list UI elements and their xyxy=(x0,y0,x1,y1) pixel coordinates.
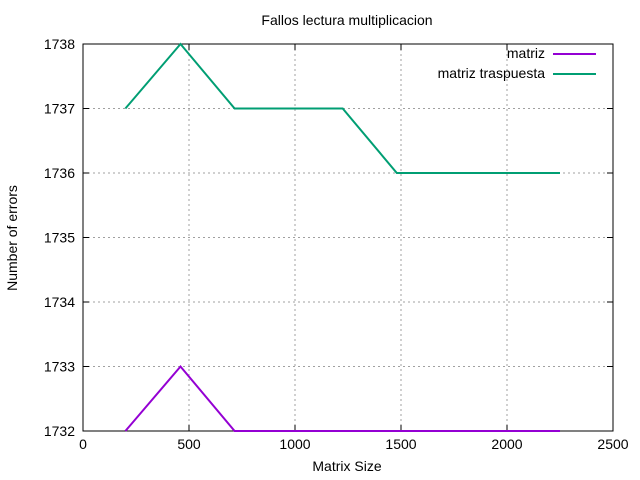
legend-label-matriz: matriz xyxy=(507,45,545,61)
series-lines xyxy=(124,42,560,432)
x-tick-label: 1000 xyxy=(279,436,310,452)
grid xyxy=(83,44,613,431)
y-tick-label: 1737 xyxy=(44,101,75,117)
y-tick-label: 1736 xyxy=(44,165,75,181)
series-line-matriz xyxy=(124,364,560,432)
y-axis-label: Number of errors xyxy=(4,185,20,291)
x-tick-label: 2000 xyxy=(491,436,522,452)
y-tick-label: 1734 xyxy=(44,294,75,310)
x-tick-label: 500 xyxy=(177,436,201,452)
y-tick-label: 1735 xyxy=(44,230,75,246)
x-tick-label: 0 xyxy=(79,436,87,452)
x-tick-label: 1500 xyxy=(385,436,416,452)
y-tick-label: 1738 xyxy=(44,36,75,52)
x-axis-label: Matrix Size xyxy=(312,458,381,474)
axis-ticks: 0 500 1000 1500 2000 2500 1732 1733 1734 1735 1736… xyxy=(44,36,629,452)
x-tick-label: 2500 xyxy=(597,436,628,452)
series-line-matriz-traspuesta xyxy=(124,42,560,174)
legend: matriz matriz traspuesta xyxy=(438,45,596,81)
y-tick-label: 1732 xyxy=(44,423,75,439)
y-tick-label: 1733 xyxy=(44,359,75,375)
legend-label-matriz-traspuesta: matriz traspuesta xyxy=(438,65,546,81)
chart-title: Fallos lectura multiplicacion xyxy=(261,12,432,28)
